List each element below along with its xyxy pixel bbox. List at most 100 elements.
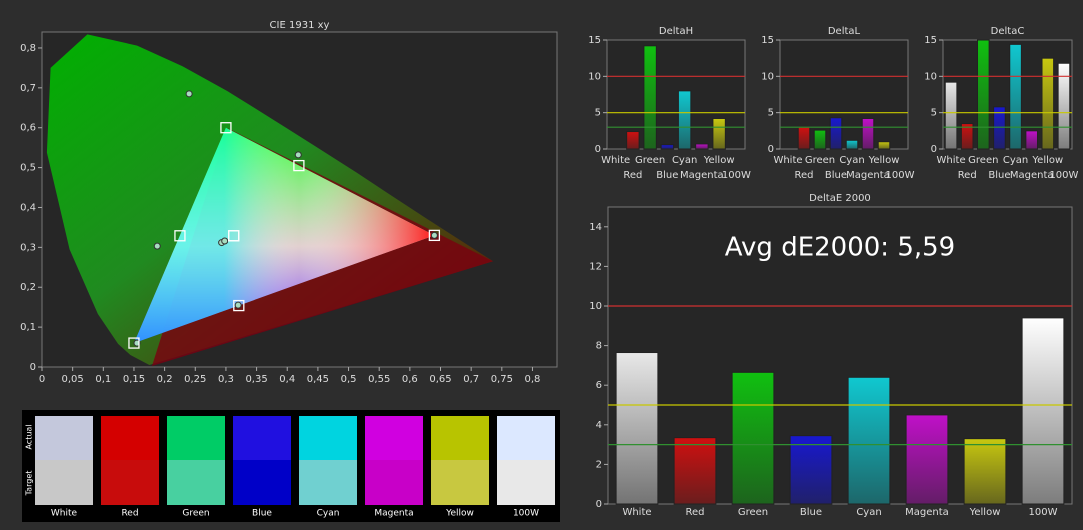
bar [731, 371, 775, 505]
chart-title: DeltaE 2000 [809, 193, 871, 204]
x-tick-label: 0,65 [429, 374, 451, 385]
x-tick-label: Blue [825, 170, 847, 181]
actual-point [294, 151, 302, 159]
y-tick-label: 10 [588, 71, 601, 82]
x-tick-label: White [937, 155, 966, 166]
x-tick-label: 0,2 [157, 374, 173, 385]
x-tick-label: Green [968, 155, 998, 166]
y-tick-label: 2 [596, 459, 602, 470]
target-swatch [497, 460, 555, 505]
bar [615, 352, 659, 505]
y-tick-label: 10 [924, 71, 937, 82]
target-point [428, 229, 441, 242]
x-tick-label: 100W [722, 170, 751, 181]
actual-point [153, 242, 161, 250]
x-tick-label: Red [623, 170, 642, 181]
x-tick-label: 0,7 [463, 374, 479, 385]
x-tick-label: 0,6 [402, 374, 418, 385]
x-tick-label: Magenta [1010, 170, 1054, 181]
x-tick-label: 0,3 [218, 374, 234, 385]
x-tick-label: Red [686, 507, 705, 518]
actual-swatch [233, 416, 291, 460]
bar [1057, 62, 1071, 150]
y-tick-label: 0 [931, 144, 937, 155]
bar [1041, 57, 1055, 150]
y-tick-label: 0,8 [20, 43, 36, 54]
chart-title: CIE 1931 xy [270, 20, 330, 31]
target-point [293, 159, 305, 172]
target-point [233, 299, 245, 312]
x-tick-label: 0,15 [123, 374, 145, 385]
swatch-label: 100W [513, 509, 539, 519]
bar [660, 144, 675, 150]
y-tick-label: 14 [589, 222, 602, 233]
x-tick-label: Yellow [1031, 155, 1063, 166]
y-tick-label: 0 [768, 144, 774, 155]
actual-swatch [365, 416, 423, 460]
x-tick-label: Magenta [680, 170, 724, 181]
x-tick-label: 100W [1029, 507, 1058, 518]
x-tick-label: Green [635, 155, 665, 166]
bar [963, 438, 1007, 505]
actual-swatch [101, 416, 159, 460]
x-tick-label: Green [738, 507, 768, 518]
target-swatch [167, 460, 225, 505]
bar [960, 123, 974, 150]
bar [905, 414, 949, 505]
bar [829, 117, 843, 150]
y-tick-label: 0 [596, 499, 602, 510]
x-tick-label: 0,8 [525, 374, 541, 385]
x-tick-label: Yellow [969, 507, 1001, 518]
x-tick-label: Cyan [1003, 155, 1028, 166]
bar [789, 435, 833, 505]
target-point [128, 337, 140, 349]
y-tick-label: 0 [30, 362, 36, 373]
x-tick-label: 0,45 [307, 374, 329, 385]
target-swatch [101, 460, 159, 505]
swatch-label: Red [121, 509, 138, 519]
x-tick-label: Green [805, 155, 835, 166]
y-tick-label: 0,3 [20, 242, 36, 253]
swatch-label: Magenta [374, 509, 413, 519]
y-tick-label: 4 [596, 420, 602, 431]
bar [1025, 130, 1038, 150]
y-tick-label: 15 [924, 35, 937, 46]
bar [712, 117, 726, 150]
x-tick-label: Cyan [839, 155, 864, 166]
actual-swatch [35, 416, 93, 460]
gamut-triangle-overlay [133, 127, 435, 344]
y-tick-label: 6 [596, 380, 602, 391]
x-tick-label: Cyan [856, 507, 881, 518]
y-tick-label: 5 [931, 108, 937, 119]
y-tick-label: 12 [589, 261, 602, 272]
actual-point [234, 301, 242, 309]
x-tick-label: 0,25 [184, 374, 206, 385]
actual-swatch [167, 416, 225, 460]
x-tick-label: 100W [1049, 170, 1078, 181]
x-tick-label: 0,55 [368, 374, 390, 385]
y-tick-label: 8 [596, 341, 602, 352]
x-tick-label: Cyan [672, 155, 697, 166]
annotation: Avg dE2000: 5,59 [725, 233, 955, 263]
x-tick-label: White [622, 507, 651, 518]
target-swatch [233, 460, 291, 505]
chart-title: DeltaC [991, 26, 1025, 37]
target-point [228, 230, 240, 242]
x-tick-label: 100W [886, 170, 915, 181]
chart-title: DeltaH [659, 26, 693, 37]
target-point [220, 122, 232, 134]
y-tick-label: 0,5 [20, 163, 36, 174]
x-tick-label: Red [795, 170, 814, 181]
x-tick-label: 0,75 [491, 374, 513, 385]
x-tick-label: Blue [656, 170, 678, 181]
bar [1009, 43, 1022, 150]
target-swatch [35, 460, 93, 505]
swatch-label: Cyan [317, 509, 340, 519]
x-tick-label: Yellow [703, 155, 735, 166]
swatch-label: White [51, 509, 78, 519]
bar [677, 90, 692, 150]
x-tick-label: Magenta [846, 170, 890, 181]
target-point [174, 230, 186, 242]
swatch-label: Green [182, 509, 209, 519]
x-tick-label: Magenta [905, 507, 949, 518]
